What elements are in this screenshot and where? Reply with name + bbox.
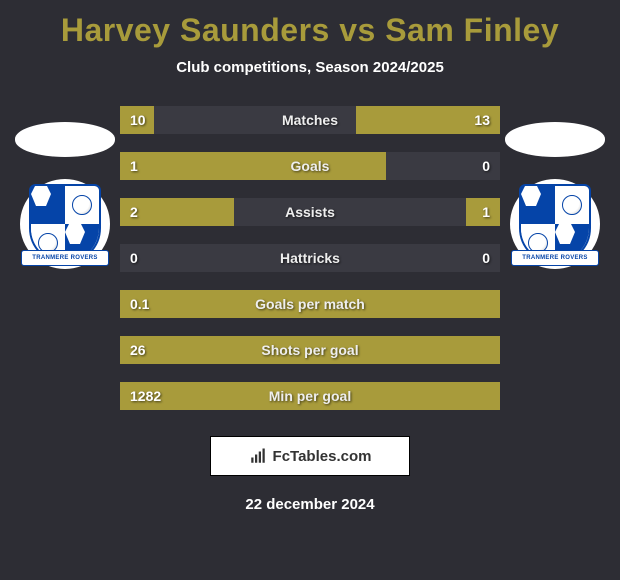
player-right-club-badge: TRANMERE ROVERS (510, 179, 600, 269)
stat-label: Shots per goal (120, 336, 500, 364)
player-left-club-badge: TRANMERE ROVERS (20, 179, 110, 269)
chart-icon (249, 447, 267, 465)
stat-row: 10Goals (120, 152, 500, 180)
stat-label: Goals per match (120, 290, 500, 318)
stat-row: 00Hattricks (120, 244, 500, 272)
brand-logo: FcTables.com (210, 436, 410, 476)
stat-row: 0.1Goals per match (120, 290, 500, 318)
player-left-silhouette (15, 122, 115, 157)
main-container: Harvey Saunders vs Sam Finley Club compe… (0, 0, 620, 580)
club-banner-right: TRANMERE ROVERS (511, 250, 599, 266)
stat-row: 26Shots per goal (120, 336, 500, 364)
stat-label: Goals (120, 152, 500, 180)
brand-text: FcTables.com (273, 448, 372, 465)
stat-row: 21Assists (120, 198, 500, 226)
stat-label: Matches (120, 106, 500, 134)
player-right-silhouette (505, 122, 605, 157)
stat-row: 1282Min per goal (120, 382, 500, 410)
subtitle: Club competitions, Season 2024/2025 (176, 59, 444, 76)
stat-bars: 1013Matches 10Goals 21Assists 00Hattricks 0.… (120, 106, 500, 410)
stat-label: Min per goal (120, 382, 500, 410)
date-text: 22 december 2024 (245, 496, 374, 513)
stat-label: Assists (120, 198, 500, 226)
player-right: TRANMERE ROVERS (500, 122, 610, 269)
page-title: Harvey Saunders vs Sam Finley (61, 12, 559, 49)
club-banner-left: TRANMERE ROVERS (21, 250, 109, 266)
player-left: TRANMERE ROVERS (10, 122, 120, 269)
stat-label: Hattricks (120, 244, 500, 272)
stat-row: 1013Matches (120, 106, 500, 134)
